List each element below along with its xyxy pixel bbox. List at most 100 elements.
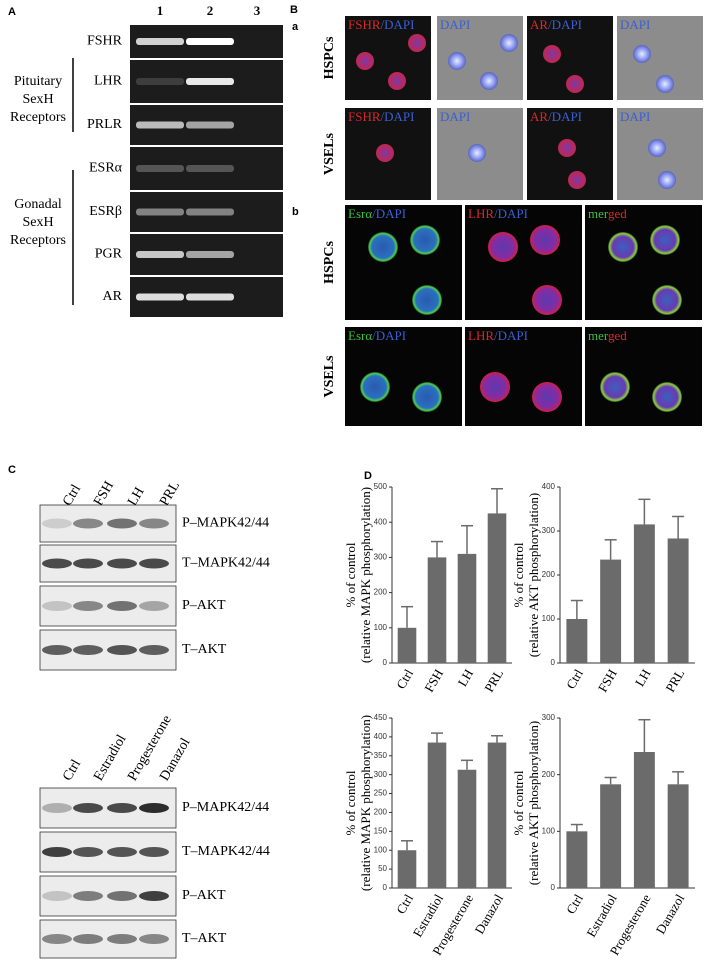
bar	[667, 538, 689, 663]
x-tick-label: Danazol	[472, 891, 507, 936]
label-part: AR	[530, 109, 548, 124]
cell	[656, 75, 674, 93]
lane-number: 1	[157, 3, 164, 18]
cell	[530, 225, 560, 255]
label-part: DAPI	[620, 17, 650, 32]
cell	[633, 45, 651, 63]
label-part: DAPI	[620, 109, 650, 124]
column-label: Esrα/DAPI	[348, 206, 406, 221]
cell	[568, 171, 586, 189]
cell	[360, 372, 390, 402]
gel-band	[186, 121, 234, 129]
lane-label: PRL	[157, 479, 183, 509]
blot-band	[73, 645, 103, 655]
column-label: DAPI	[440, 109, 470, 124]
blot-band	[42, 934, 72, 944]
y-axis-label: (relative MAPK phosphorylation)	[358, 715, 373, 891]
column-label: DAPI	[620, 109, 650, 124]
y-tick-label: 300	[542, 713, 556, 722]
bar	[427, 742, 447, 888]
y-tick-label: 500	[374, 482, 388, 491]
x-tick-label: Ctrl	[563, 666, 586, 691]
blot-band	[107, 803, 137, 813]
lane-label: Danazol	[157, 736, 193, 784]
cell	[652, 285, 682, 315]
blot-band	[139, 847, 169, 857]
gel-band	[136, 121, 184, 129]
label-part: Esrα	[348, 328, 372, 343]
cell	[532, 382, 562, 412]
label-part: /DAPI	[494, 328, 528, 343]
cell	[600, 372, 630, 402]
column-label: LHR/DAPI	[468, 328, 528, 343]
blot-band	[42, 601, 72, 611]
cell	[412, 382, 442, 412]
x-tick-label: LH	[455, 666, 477, 689]
subpanel-label: a	[292, 21, 299, 33]
blot-band	[73, 934, 103, 944]
row-label: VSELs	[322, 355, 337, 398]
blot-band	[107, 847, 137, 857]
panel-label: C	[8, 464, 16, 476]
lane-label: Estradiol	[91, 732, 129, 783]
bar	[427, 557, 447, 663]
y-tick-label: 50	[378, 864, 387, 873]
y-tick-label: 200	[374, 588, 388, 597]
blot-row-label: T–AKT	[182, 931, 227, 946]
blot-band	[139, 645, 169, 655]
y-tick-label: 0	[551, 883, 556, 892]
bar	[397, 627, 417, 663]
label-part: mer	[588, 206, 609, 221]
blot-band	[73, 891, 103, 901]
label-part: /DAPI	[548, 109, 582, 124]
cell	[488, 232, 518, 262]
cell	[558, 139, 576, 157]
label-part: /DAPI	[372, 328, 406, 343]
group-label: SexH	[22, 215, 53, 230]
cell	[410, 225, 440, 255]
y-tick-label: 200	[542, 770, 556, 779]
x-tick-label: Estradiol	[583, 891, 620, 939]
label-part: FSHR	[348, 109, 381, 124]
bar	[457, 769, 477, 888]
label-part: /DAPI	[381, 17, 415, 32]
label-part: LHR	[468, 328, 494, 343]
bar	[633, 524, 655, 663]
column-label: merged	[588, 206, 627, 221]
y-tick-label: 100	[542, 614, 556, 623]
cell	[480, 372, 510, 402]
cell	[408, 34, 426, 52]
gel-band	[186, 165, 234, 172]
column-label: merged	[588, 328, 627, 343]
y-axis-label: (relative MAPK phosphorylation)	[358, 487, 373, 663]
micrograph	[345, 205, 462, 320]
blot-band	[73, 518, 103, 529]
blot-band	[107, 518, 137, 529]
label-part: DAPI	[440, 109, 470, 124]
bar	[566, 831, 588, 888]
gel-band	[136, 208, 184, 216]
gel-band	[186, 38, 234, 45]
blot-band	[139, 558, 169, 569]
y-axis-label: % of control	[343, 770, 358, 835]
label-part: mer	[588, 328, 609, 343]
blot-band	[42, 847, 72, 857]
group-label: Receptors	[10, 110, 66, 125]
cell	[388, 72, 406, 90]
y-tick-label: 350	[374, 751, 388, 760]
blot-band	[139, 891, 169, 901]
bar	[457, 553, 477, 663]
lane-label: FSH	[91, 479, 117, 509]
blot-band	[73, 558, 103, 569]
gel-band	[136, 251, 184, 258]
y-tick-label: 0	[383, 883, 388, 892]
micrograph	[465, 205, 582, 320]
receptor-label: FSHR	[87, 34, 123, 49]
bar	[633, 752, 655, 888]
cell	[608, 232, 638, 262]
column-label: AR/DAPI	[530, 17, 582, 32]
cell	[500, 34, 518, 52]
group-label: Receptors	[10, 233, 66, 248]
row-label: VSELs	[322, 132, 337, 175]
lane-number: 2	[207, 3, 214, 18]
